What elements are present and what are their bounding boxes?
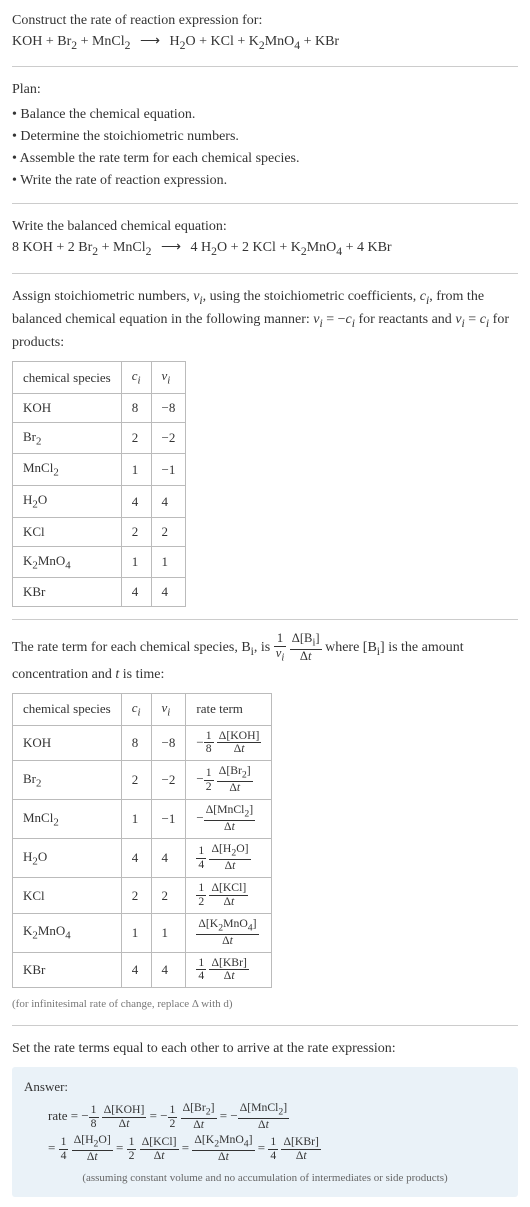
cell-species: KOH — [13, 394, 122, 423]
plan-title: Plan: — [12, 79, 518, 100]
cell-ci: 2 — [121, 422, 151, 454]
cell-nui: 2 — [151, 518, 186, 547]
cell-species: H2O — [13, 486, 122, 518]
table-header-row: chemical species ci νi — [13, 362, 186, 394]
cell-species: KCl — [13, 878, 122, 914]
cell-ci: 8 — [121, 394, 151, 423]
table-row: MnCl21−1 — [13, 454, 186, 486]
cell-species: K2MnO4 — [13, 546, 122, 578]
cell-nui: 4 — [151, 486, 186, 518]
table-row: K2MnO411Δ[K2MnO4]Δt — [13, 913, 272, 952]
cell-nui: −1 — [151, 454, 186, 486]
cell-nui: 1 — [151, 546, 186, 578]
table-row: H2O4414 Δ[H2O]Δt — [13, 839, 272, 878]
answer-line1: rate = −18 Δ[KOH]Δt = −12 Δ[Br2]Δt = −Δ[… — [48, 1102, 506, 1132]
cell-ci: 4 — [121, 839, 151, 878]
prompt-text: Construct the rate of reaction expressio… — [12, 10, 518, 31]
cell-ci: 4 — [121, 486, 151, 518]
stoich-intro: Assign stoichiometric numbers, νi, using… — [12, 286, 518, 354]
rate-intro: The rate term for each chemical species,… — [12, 632, 518, 685]
cell-ci: 4 — [121, 952, 151, 988]
cell-species: Br2 — [13, 761, 122, 800]
divider — [12, 1025, 518, 1026]
table-row: H2O44 — [13, 486, 186, 518]
cell-species: KBr — [13, 952, 122, 988]
cell-nui: −8 — [151, 394, 186, 423]
cell-nui: −2 — [151, 761, 186, 800]
table-row: Br22−2−12 Δ[Br2]Δt — [13, 761, 272, 800]
answer-label: Answer: — [24, 1077, 506, 1097]
cell-ci: 2 — [121, 878, 151, 914]
plan-item: • Balance the chemical equation. — [12, 104, 518, 125]
cell-ci: 2 — [121, 518, 151, 547]
cell-species: MnCl2 — [13, 800, 122, 839]
answer-line2: = 14 Δ[H2O]Δt = 12 Δ[KCl]Δt = Δ[K2MnO4]Δ… — [48, 1134, 506, 1164]
plan-item: • Write the rate of reaction expression. — [12, 170, 518, 191]
cell-ci: 4 — [121, 578, 151, 607]
table-row: KBr44 — [13, 578, 186, 607]
cell-ci: 2 — [121, 761, 151, 800]
final-intro: Set the rate terms equal to each other t… — [12, 1038, 518, 1059]
table-row: KBr4414 Δ[KBr]Δt — [13, 952, 272, 988]
plan-item: • Assemble the rate term for each chemic… — [12, 148, 518, 169]
col-species: chemical species — [13, 693, 122, 725]
cell-nui: 1 — [151, 913, 186, 952]
answer-box: Answer: rate = −18 Δ[KOH]Δt = −12 Δ[Br2]… — [12, 1067, 518, 1197]
cell-nui: −1 — [151, 800, 186, 839]
table-row: KCl22 — [13, 518, 186, 547]
cell-rate: Δ[K2MnO4]Δt — [186, 913, 272, 952]
table-row: K2MnO411 — [13, 546, 186, 578]
cell-species: KBr — [13, 578, 122, 607]
table-row: KOH8−8 — [13, 394, 186, 423]
cell-species: KOH — [13, 725, 122, 761]
cell-species: KCl — [13, 518, 122, 547]
col-nui: νi — [151, 362, 186, 394]
cell-ci: 1 — [121, 800, 151, 839]
cell-nui: 4 — [151, 839, 186, 878]
cell-species: MnCl2 — [13, 454, 122, 486]
cell-rate: 14 Δ[KBr]Δt — [186, 952, 272, 988]
cell-rate: −Δ[MnCl2]Δt — [186, 800, 272, 839]
cell-nui: −8 — [151, 725, 186, 761]
cell-species: Br2 — [13, 422, 122, 454]
plan-list: • Balance the chemical equation. • Deter… — [12, 104, 518, 191]
col-ci: ci — [121, 362, 151, 394]
table-row: Br22−2 — [13, 422, 186, 454]
infinitesimal-note: (for infinitesimal rate of change, repla… — [12, 996, 518, 1013]
col-species: chemical species — [13, 362, 122, 394]
cell-ci: 1 — [121, 546, 151, 578]
cell-ci: 8 — [121, 725, 151, 761]
rate-table: chemical species ci νi rate term KOH8−8−… — [12, 693, 272, 989]
divider — [12, 619, 518, 620]
cell-nui: −2 — [151, 422, 186, 454]
stoich-table: chemical species ci νi KOH8−8Br22−2MnCl2… — [12, 361, 186, 607]
divider — [12, 66, 518, 67]
table-row: KCl2212 Δ[KCl]Δt — [13, 878, 272, 914]
cell-species: K2MnO4 — [13, 913, 122, 952]
balanced-intro: Write the balanced chemical equation: — [12, 216, 518, 237]
unbalanced-equation: KOH + Br2 + MnCl2 ⟶ H2O + KCl + K2MnO4 +… — [12, 31, 518, 54]
answer-assumption: (assuming constant volume and no accumul… — [24, 1170, 506, 1187]
table-row: MnCl21−1−Δ[MnCl2]Δt — [13, 800, 272, 839]
col-nui: νi — [151, 693, 186, 725]
cell-nui: 4 — [151, 952, 186, 988]
col-rate: rate term — [186, 693, 272, 725]
cell-rate: −12 Δ[Br2]Δt — [186, 761, 272, 800]
cell-rate: 14 Δ[H2O]Δt — [186, 839, 272, 878]
balanced-equation: 8 KOH + 2 Br2 + MnCl2 ⟶ 4 H2O + 2 KCl + … — [12, 237, 518, 260]
table-header-row: chemical species ci νi rate term — [13, 693, 272, 725]
plan-item: • Determine the stoichiometric numbers. — [12, 126, 518, 147]
cell-ci: 1 — [121, 454, 151, 486]
cell-rate: −18 Δ[KOH]Δt — [186, 725, 272, 761]
cell-ci: 1 — [121, 913, 151, 952]
cell-nui: 4 — [151, 578, 186, 607]
table-row: KOH8−8−18 Δ[KOH]Δt — [13, 725, 272, 761]
divider — [12, 203, 518, 204]
cell-rate: 12 Δ[KCl]Δt — [186, 878, 272, 914]
col-ci: ci — [121, 693, 151, 725]
divider — [12, 273, 518, 274]
cell-species: H2O — [13, 839, 122, 878]
cell-nui: 2 — [151, 878, 186, 914]
